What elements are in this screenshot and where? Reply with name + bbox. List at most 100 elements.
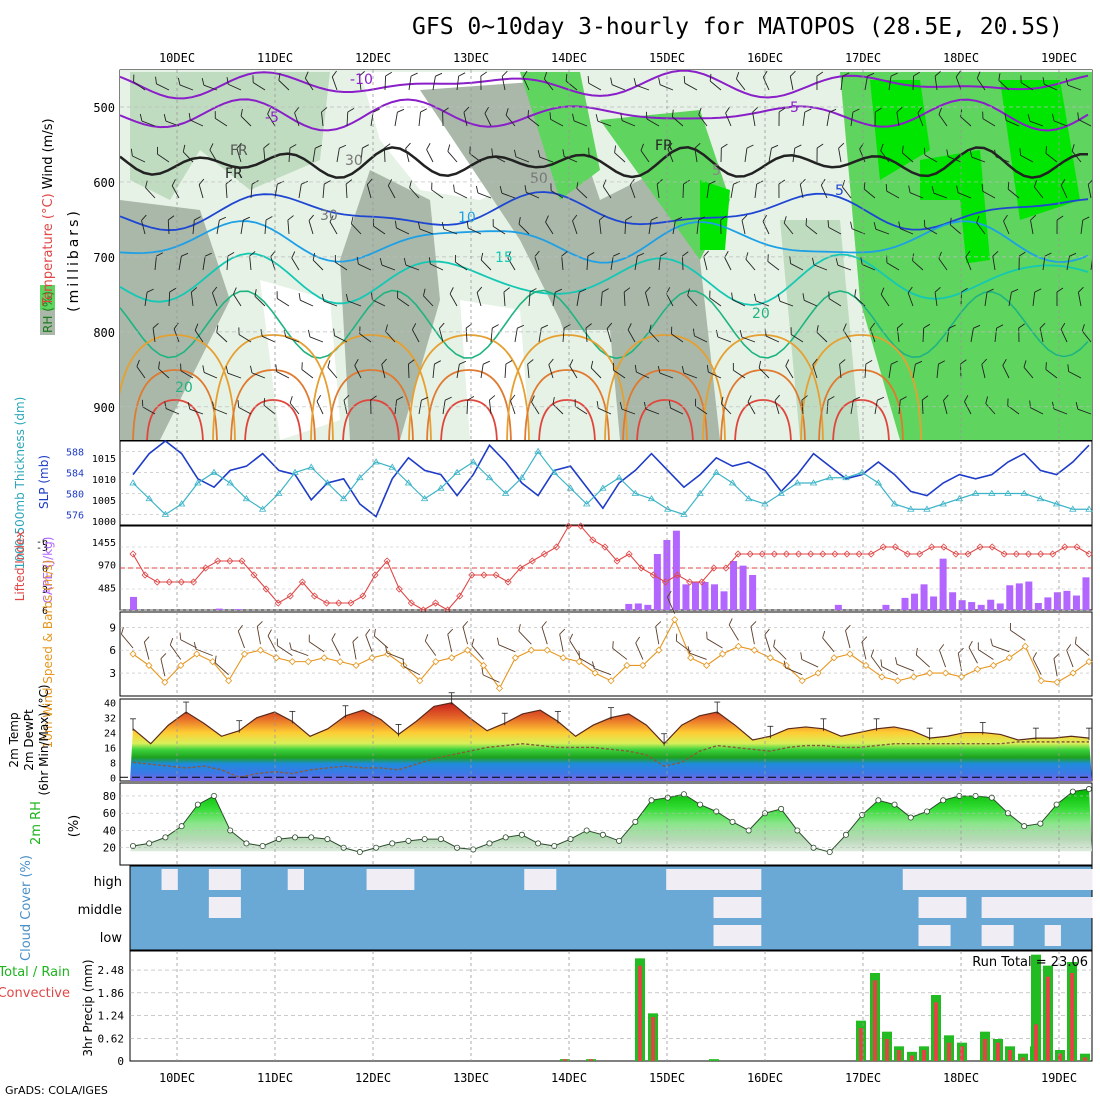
wind10-barb [635, 636, 644, 660]
wind-barb [307, 329, 324, 343]
wind-barb [534, 250, 540, 271]
wind10-panel: 9 6 3 [109, 590, 1093, 697]
cloud-cell-high [1076, 869, 1093, 890]
wind-barb [885, 183, 900, 199]
rh2m-point [486, 840, 493, 847]
precip-panel: 2.48 1.86 1.24 0.62 0 Run Total = 23.06 [98, 950, 1093, 1068]
wind-barb [658, 77, 674, 91]
wind10-point [256, 646, 265, 654]
cape-bar [625, 603, 633, 610]
wind-barb [816, 71, 824, 91]
wind10-barb [160, 653, 167, 677]
wind-barb [354, 359, 362, 379]
precip-total-bar [1031, 954, 1041, 1061]
precip-conv-bar [1034, 1024, 1038, 1061]
li-point [649, 571, 657, 579]
precip-conv-bar [1058, 1053, 1062, 1061]
wind-barb [649, 324, 660, 343]
precip-conv-bar [638, 965, 642, 1061]
wind-barb [449, 287, 458, 307]
cape-bar [930, 596, 938, 610]
wind-barb [880, 143, 890, 163]
li-point [552, 543, 561, 551]
wind10-barb [764, 628, 771, 652]
wind10-barb [402, 659, 421, 676]
thickness-point [1069, 505, 1077, 512]
temp-warm-contour [506, 334, 628, 440]
wind-barb [178, 252, 189, 271]
cloud-cell-low [981, 925, 998, 946]
wind-barb [490, 324, 499, 343]
wind-barb [1039, 322, 1046, 343]
thickness-point [453, 468, 461, 475]
wind-barb [156, 146, 170, 163]
cloud-cell-middle [934, 897, 951, 918]
wind-barb [438, 322, 445, 343]
cloud-cell-middle [1013, 897, 1030, 918]
cloud-cell-high [382, 869, 399, 890]
cloud-cell-low [934, 925, 951, 946]
li-point [589, 536, 597, 544]
wind-barb [158, 361, 170, 379]
li-point [831, 550, 839, 558]
wind-barb [741, 214, 748, 235]
wind-barb [614, 145, 626, 163]
li-point [928, 543, 936, 551]
wind-barb [785, 359, 794, 379]
thickness-point [534, 447, 542, 454]
wind-barb [602, 179, 612, 199]
cape-bar [634, 603, 642, 610]
li-point [891, 543, 899, 551]
wind-barb [789, 256, 804, 271]
wind-barb [970, 324, 981, 343]
cloud-cell-high [902, 869, 920, 890]
cape-bar [653, 554, 661, 610]
wind-barb [838, 142, 845, 163]
li-point [189, 578, 198, 586]
wind-barb [379, 257, 396, 271]
wind-barb [447, 144, 458, 163]
wind-barb [657, 365, 674, 379]
slp-tick: 1000 [92, 517, 116, 528]
wind-barb [946, 324, 956, 343]
li-point [528, 557, 536, 565]
wind-barb [343, 394, 350, 415]
rh-region [120, 200, 230, 440]
wind-barb [706, 180, 716, 199]
wind10-point [193, 650, 201, 658]
wind-barb [321, 294, 338, 307]
wind-barb [202, 365, 218, 379]
wind-barb [155, 76, 170, 91]
li-point [202, 564, 210, 572]
wind-barb [1077, 112, 1092, 127]
wind10-point [957, 673, 966, 681]
wind-barb [480, 360, 490, 379]
wind-barb [976, 215, 986, 235]
wind-barb [360, 144, 369, 163]
cloud-cell-high [1044, 869, 1061, 890]
cloud-cell-high [681, 869, 699, 890]
thickness-point [210, 468, 218, 475]
wind10-point [766, 654, 774, 662]
thickness-point [826, 473, 834, 481]
wind-barb [955, 70, 962, 91]
cape-bar [644, 604, 652, 610]
rh2m-point [648, 797, 655, 804]
wind10-point [479, 661, 488, 670]
cloud-cell-middle [1060, 897, 1077, 918]
wind-barb [627, 323, 636, 343]
wind-barb [283, 330, 300, 343]
thickness-point [404, 479, 413, 486]
wind10-point [543, 646, 551, 654]
li-point [686, 578, 694, 586]
wind-barb [331, 70, 338, 91]
wind-barb [1008, 288, 1019, 307]
wind10-barb [675, 633, 691, 653]
wind-barb [180, 363, 194, 379]
thickness-point [1052, 500, 1061, 507]
wind-barb [510, 394, 516, 415]
li-tick: 6 [42, 606, 48, 617]
rh2m-tick: 80 [103, 790, 116, 803]
rh2m-point [923, 808, 930, 815]
thickness-point [372, 458, 380, 465]
